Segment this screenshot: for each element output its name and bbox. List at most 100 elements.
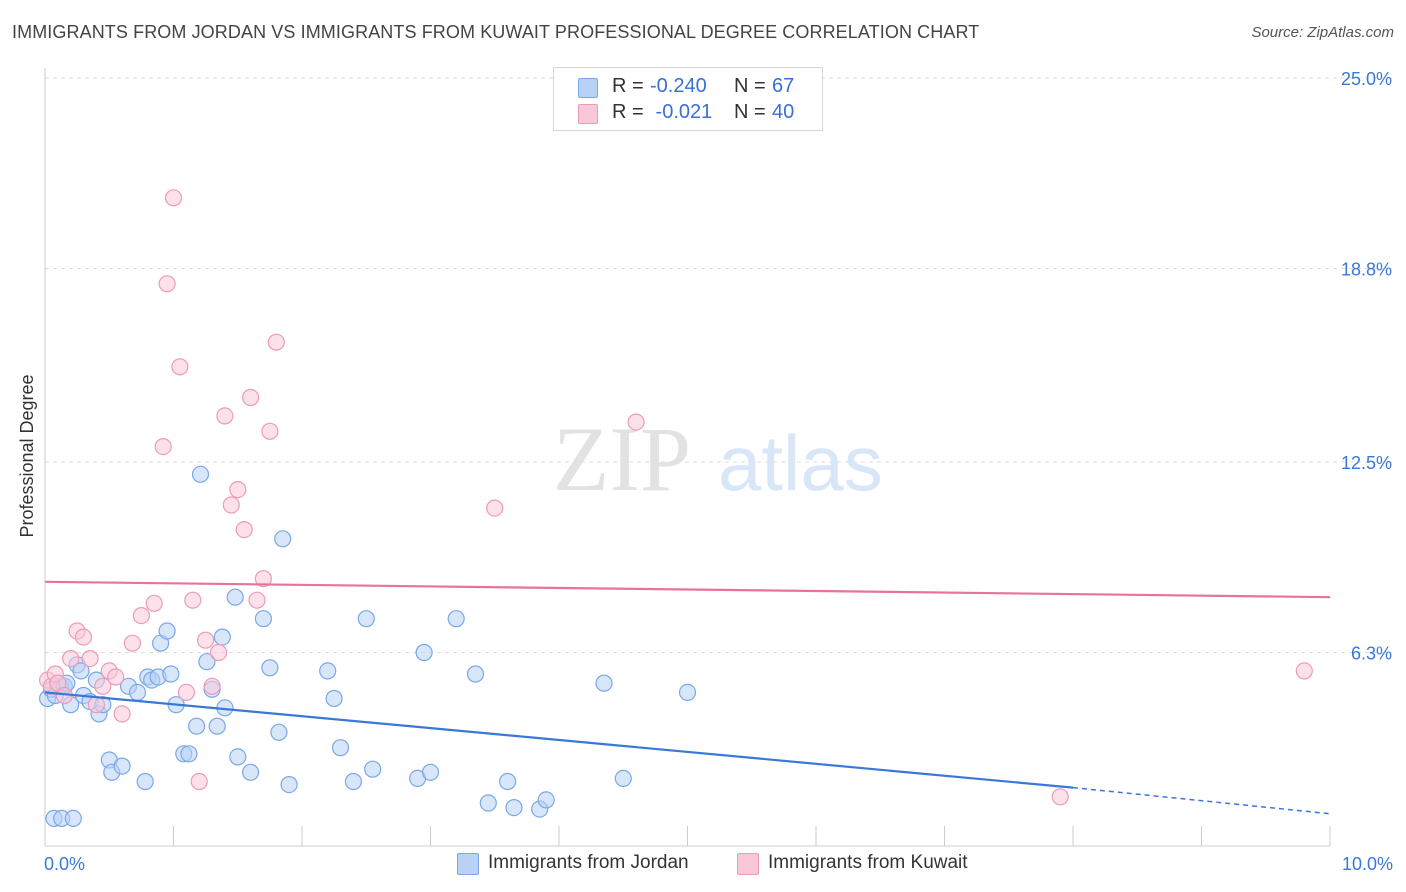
legend-item-kuwait[interactable]: Immigrants from Kuwait <box>737 852 997 876</box>
point-jordan <box>319 662 337 680</box>
point-jordan <box>242 763 260 781</box>
point-jordan <box>280 775 298 794</box>
y-tick-label: 18.8% <box>1341 259 1392 279</box>
point-kuwait <box>267 333 285 351</box>
legend-swatch-jordan <box>457 853 479 875</box>
watermark-atlas: atlas <box>718 419 883 507</box>
point-kuwait <box>164 189 183 207</box>
point-jordan <box>261 659 279 677</box>
point-kuwait <box>158 275 176 293</box>
point-jordan <box>595 674 613 692</box>
point-jordan <box>136 772 154 791</box>
point-kuwait <box>486 499 504 517</box>
axes <box>44 68 1331 847</box>
point-jordan <box>270 723 288 741</box>
point-kuwait <box>1051 788 1069 806</box>
jordan-swatch <box>578 78 598 98</box>
point-jordan <box>208 717 226 735</box>
point-kuwait <box>261 422 279 440</box>
trend-line-jordan <box>44 691 1074 789</box>
point-jordan <box>128 683 147 702</box>
point-jordan <box>113 757 131 775</box>
point-jordan <box>254 610 272 628</box>
grid <box>45 77 1392 653</box>
point-jordan <box>364 760 382 778</box>
point-jordan <box>274 530 292 548</box>
point-jordan <box>72 662 90 680</box>
point-kuwait <box>107 668 125 686</box>
point-kuwait <box>74 628 93 646</box>
point-kuwait <box>248 591 266 609</box>
point-jordan <box>614 769 632 788</box>
point-jordan <box>331 739 350 757</box>
points <box>38 189 1313 828</box>
point-kuwait <box>235 520 253 539</box>
kuwait-swatch <box>578 104 598 124</box>
legend-label-jordan: Immigrants from Jordan <box>488 852 689 873</box>
watermark-zip: ZIP <box>553 408 691 510</box>
point-jordan <box>158 622 176 640</box>
point-kuwait <box>145 594 163 612</box>
trend-line-kuwait <box>44 580 1331 599</box>
y-tick-label: 12.5% <box>1341 453 1392 473</box>
point-jordan <box>180 745 198 763</box>
point-kuwait <box>222 496 240 514</box>
point-jordan <box>499 772 517 791</box>
point-jordan <box>162 665 180 683</box>
r-value: -0.021 <box>650 101 713 123</box>
point-kuwait <box>184 591 202 609</box>
point-kuwait <box>132 606 150 625</box>
point-jordan <box>505 798 523 817</box>
point-kuwait <box>171 358 189 376</box>
point-kuwait <box>203 677 221 695</box>
point-jordan <box>191 465 210 483</box>
point-jordan <box>357 610 375 628</box>
n-label: N = <box>734 101 766 123</box>
point-kuwait <box>216 407 234 425</box>
trend-lines <box>44 580 1331 815</box>
point-jordan <box>198 653 216 671</box>
point-jordan <box>479 794 497 812</box>
point-jordan <box>466 665 485 683</box>
trend-line-jordan-extension <box>1072 786 1331 815</box>
point-kuwait <box>254 570 272 588</box>
point-kuwait <box>209 643 228 662</box>
r-label: R = <box>612 101 644 123</box>
point-kuwait <box>1295 662 1313 680</box>
source-label: Source: ZipAtlas.com <box>1251 24 1394 41</box>
point-jordan <box>415 643 433 662</box>
point-jordan <box>678 683 697 702</box>
n-label: N = <box>734 75 766 97</box>
point-jordan <box>226 588 244 606</box>
n-value: 40 <box>772 101 795 123</box>
r-value: -0.240 <box>650 75 707 97</box>
y-axis-label: Professional Degree <box>17 374 37 537</box>
point-kuwait <box>197 631 215 649</box>
point-jordan <box>421 763 440 781</box>
x-tick-label: 0.0% <box>44 854 85 874</box>
legend-item-jordan[interactable]: Immigrants from Jordan <box>457 852 717 876</box>
chart-title: IMMIGRANTS FROM JORDAN VS IMMIGRANTS FRO… <box>12 22 980 42</box>
point-jordan <box>64 809 82 828</box>
point-jordan <box>325 689 343 708</box>
legend-label-kuwait: Immigrants from Kuwait <box>768 852 968 873</box>
tick-labels: 6.3% 12.5% 18.8% 25.0% 0.0% 10.0% <box>44 69 1393 874</box>
point-kuwait <box>177 683 195 702</box>
point-kuwait <box>81 649 99 668</box>
point-kuwait <box>229 481 247 499</box>
point-kuwait <box>94 677 112 695</box>
point-kuwait <box>154 438 172 456</box>
point-jordan <box>537 791 555 809</box>
point-kuwait <box>242 388 260 407</box>
point-jordan <box>344 772 362 791</box>
stats-box: R = -0.240 N = 67 R = -0.021 N = 40 <box>553 67 823 131</box>
point-jordan <box>447 610 465 628</box>
point-jordan <box>188 717 206 735</box>
x-tick-label: 10.0% <box>1342 854 1393 874</box>
y-tick-label: 25.0% <box>1341 69 1392 89</box>
legend-swatch-kuwait <box>737 853 759 875</box>
point-jordan <box>213 628 231 646</box>
point-kuwait <box>62 649 80 668</box>
point-jordan <box>229 748 247 766</box>
